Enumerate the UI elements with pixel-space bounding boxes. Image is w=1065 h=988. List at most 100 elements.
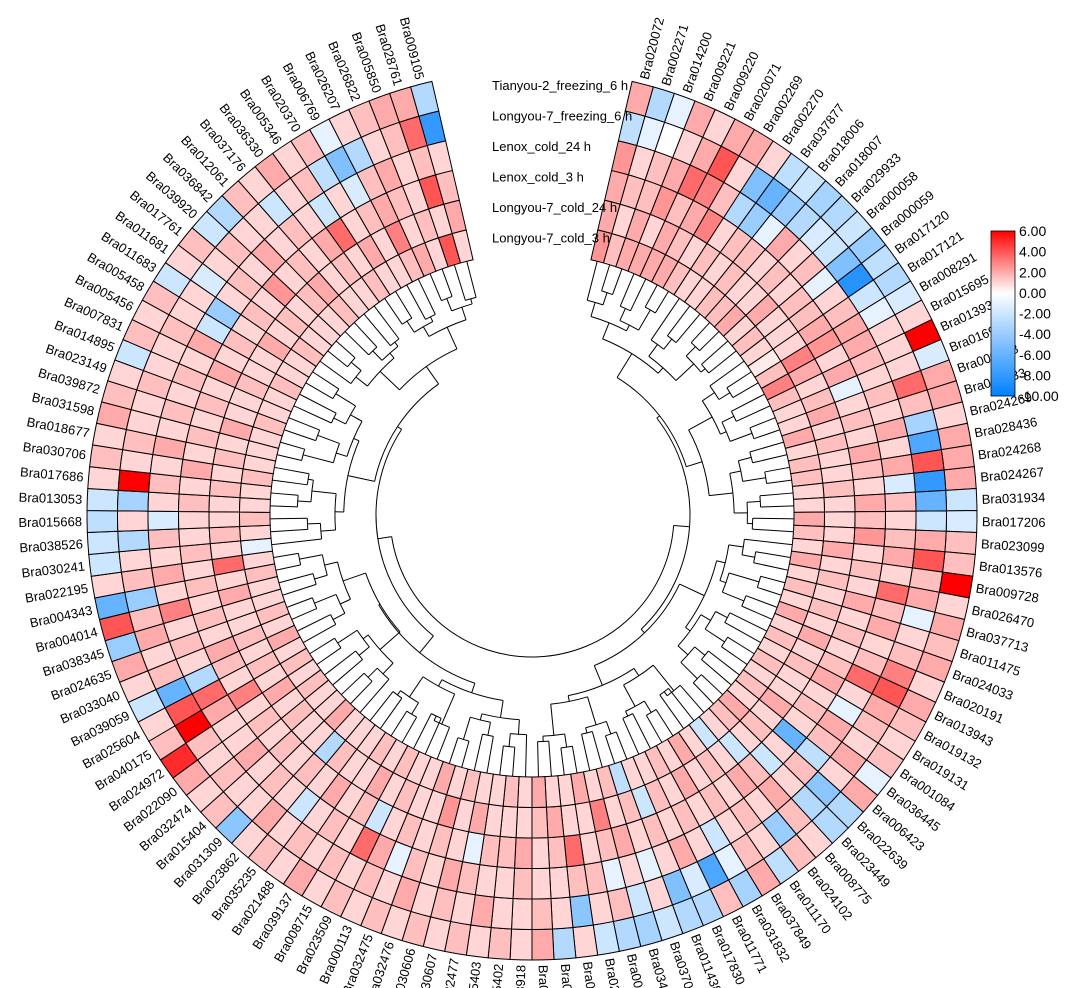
dendrogram-leaf-stub — [736, 672, 740, 676]
dendrogram-branch — [615, 731, 626, 756]
dendrogram-branch — [700, 614, 711, 621]
dendrogram-join — [392, 691, 403, 699]
dendrogram-branch — [727, 636, 752, 653]
gene-label: Bra038526 — [19, 536, 83, 555]
dendrogram-branch — [471, 683, 476, 693]
heatmap-cell — [117, 510, 149, 532]
dendrogram-branch — [622, 718, 638, 751]
dendrogram-branch — [744, 538, 789, 545]
dendrogram-branch — [757, 586, 778, 595]
dendrogram-leaf-stub — [363, 313, 367, 318]
dendrogram-leaf-stub — [786, 556, 791, 558]
dendrogram-branch — [342, 572, 366, 582]
dendrogram-leaf-stub — [429, 273, 433, 278]
dendrogram-branch — [317, 434, 340, 444]
gene-label: Bra022567 — [602, 957, 628, 988]
dendrogram-branch — [308, 384, 334, 400]
dendrogram-branch — [679, 684, 702, 710]
dendrogram-leaf-stub — [299, 393, 304, 397]
dendrogram-join — [400, 690, 419, 704]
dendrogram-branch — [587, 696, 597, 725]
dendrogram-branch — [406, 320, 415, 333]
dendrogram-join — [312, 573, 317, 585]
dendrogram-join — [319, 523, 323, 540]
dendrogram-join — [374, 383, 439, 482]
dendrogram-leaf-stub — [291, 617, 296, 620]
heatmap-cell — [208, 511, 241, 529]
dendrogram-branch — [760, 505, 790, 508]
dendrogram-join — [315, 429, 321, 441]
dendrogram-join — [749, 427, 755, 439]
heatmap-cell — [915, 510, 947, 532]
dendrogram-branch — [409, 676, 424, 698]
dendrogram-leaf-stub — [327, 350, 332, 354]
dendrogram-branch — [623, 684, 636, 707]
dendrogram-branch — [560, 747, 565, 772]
gene-label: Bra030706 — [22, 439, 87, 462]
dendrogram-join — [365, 572, 401, 633]
heatmap-cell — [823, 511, 856, 529]
dendrogram-join — [623, 664, 654, 686]
dendrogram-join — [659, 688, 669, 696]
dendrogram-branch — [366, 316, 391, 346]
gene-label: Bra017686 — [20, 464, 85, 484]
dendrogram-branch — [377, 536, 392, 540]
dendrogram-leaf-stub — [600, 763, 603, 768]
dendrogram-branch — [659, 694, 682, 726]
dendrogram-branch — [652, 664, 675, 691]
dendrogram-join — [667, 335, 677, 343]
dendrogram-join — [685, 355, 702, 373]
dendrogram-branch — [389, 352, 395, 359]
dendrogram-join — [709, 385, 720, 400]
heatmap-cell — [910, 449, 945, 474]
dendrogram-branch — [379, 631, 401, 650]
dendrogram-branch — [282, 573, 314, 583]
heatmap-cell — [852, 476, 886, 497]
dendrogram-branch — [619, 277, 633, 307]
dendrogram-branch — [686, 461, 703, 468]
dendrogram-leaf-stub — [273, 556, 278, 558]
dendrogram-join — [376, 667, 390, 680]
dendrogram-join — [729, 473, 735, 513]
heatmap-cell — [793, 511, 825, 528]
dendrogram-branch — [499, 745, 504, 772]
dendrogram-branch — [752, 455, 784, 464]
dendrogram-branch — [525, 734, 528, 773]
dendrogram-leaf-stub — [715, 331, 720, 335]
heatmap-cell — [791, 482, 825, 500]
legend-tick-label: -6.00 — [1019, 347, 1051, 363]
dendrogram-branch — [742, 477, 766, 482]
dendrogram-branch — [626, 324, 630, 331]
dendrogram-branch — [499, 700, 504, 718]
heatmap-cell — [493, 866, 516, 900]
dendrogram-branch — [422, 326, 430, 337]
dendrogram-branch — [276, 480, 308, 486]
dendrogram-branch — [431, 277, 442, 301]
dendrogram-join — [330, 614, 337, 625]
dendrogram-branch — [302, 395, 337, 414]
dendrogram-join — [301, 449, 306, 461]
dendrogram-leaf-stub — [779, 441, 784, 444]
heatmap-cell — [208, 495, 241, 513]
heatmap-cell — [853, 527, 886, 547]
dendrogram-leaf-stub — [353, 322, 358, 326]
dendrogram-branch — [663, 691, 668, 697]
dendrogram-branch — [337, 629, 358, 644]
dendrogram-join — [332, 388, 340, 399]
dendrogram-branch — [278, 467, 310, 475]
dendrogram-branch — [738, 456, 752, 462]
dendrogram-leaf-stub — [760, 393, 765, 397]
dendrogram-branch — [311, 490, 337, 495]
dendrogram-join — [422, 676, 455, 695]
dendrogram-leaf-stub — [448, 759, 452, 764]
heatmap-cell — [451, 229, 474, 264]
dendrogram-branch — [332, 612, 346, 620]
dendrogram-branch — [290, 597, 313, 607]
heatmap-cell — [943, 466, 977, 491]
heatmap-cell — [117, 469, 151, 493]
dendrogram-join — [721, 572, 730, 593]
dendrogram-branch — [604, 735, 614, 760]
dendrogram-leaf-stub — [312, 371, 317, 375]
heatmap-cell — [945, 510, 978, 534]
legend-tick-label: -8.00 — [1019, 367, 1051, 383]
